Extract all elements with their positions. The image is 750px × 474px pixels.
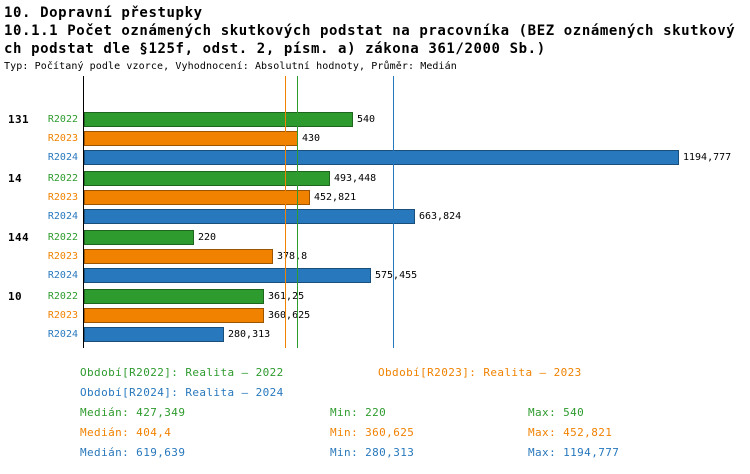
bar-row: R2023 360,625 [0, 308, 310, 323]
chart-subtitle-line2: ch podstat dle §125f, odst. 2, písm. a) … [4, 41, 546, 57]
bar-row: R2022361,25 [0, 289, 304, 304]
series-tick-label: R2022 [47, 173, 78, 184]
y-axis-line [83, 76, 84, 348]
series-tick-label: R2024 [47, 270, 78, 281]
series-tick-label: R2022 [47, 291, 78, 302]
bar-value-label: 575,455 [375, 270, 418, 281]
bar-r2024-group-144 [84, 268, 371, 283]
series-tick-label: R2022 [47, 232, 78, 243]
bar-r2023-group-14 [84, 190, 310, 205]
bar-value-label: 360,625 [268, 310, 311, 321]
bar-r2022-group-131 [84, 112, 353, 127]
category-label-14: 14 [8, 172, 23, 185]
bar-value-label: 663,824 [419, 211, 462, 222]
bar-row: R2024 1194,777 [0, 150, 731, 165]
stat-min-r2022: Min: 220 [330, 406, 387, 419]
bar-r2022-group-14 [84, 171, 330, 186]
bar-r2024-group-14 [84, 209, 415, 224]
bar-value-label: 378,8 [277, 251, 308, 262]
bar-row: R2022 220 [0, 230, 216, 245]
stat-max-r2022: Max: 540 [528, 406, 585, 419]
bar-r2022-group-144 [84, 230, 194, 245]
median-line-r2024 [392, 76, 394, 348]
chart-title: 10. Dopravní přestupky [4, 5, 203, 21]
bar-row: R2022 540 [0, 112, 375, 127]
bar-row: R2024 663,824 [0, 209, 461, 224]
bar-row: R2023 430 [0, 131, 320, 146]
stat-median-r2023: Medián: 404,4 [80, 426, 172, 439]
bar-row: R2024 280,313 [0, 327, 270, 342]
legend-item-r2022: Období[R2022]: Realita – 2022 [80, 366, 284, 379]
bar-value-label: 540 [357, 114, 376, 125]
bar-value-label: 430 [302, 133, 321, 144]
bar-row: R2024 575,455 [0, 268, 417, 283]
series-tick-label: R2022 [47, 114, 78, 125]
bar-value-label: 280,313 [228, 329, 271, 340]
median-line-r2022 [296, 76, 298, 348]
bar-value-label: 1194,777 [683, 152, 732, 163]
bar-value-label: 493,448 [334, 173, 377, 184]
series-tick-label: R2023 [47, 310, 78, 321]
stat-median-r2022: Medián: 427,349 [80, 406, 186, 419]
chart-meta: Typ: Počítaný podle vzorce, Vyhodnocení:… [4, 61, 457, 72]
series-tick-label: R2024 [47, 152, 78, 163]
bar-r2023-group-131 [84, 131, 298, 146]
bar-r2024-group-10 [84, 327, 224, 342]
bar-r2023-group-144 [84, 249, 273, 264]
bar-group-10: 10R2022361,25 R2023 360,625 R2024 280,313 [0, 289, 750, 342]
stat-max-r2023: Max: 452,821 [528, 426, 613, 439]
bar-value-label: 452,821 [314, 192, 357, 203]
legend-item-r2023: Období[R2023]: Realita – 2023 [378, 366, 582, 379]
stat-min-r2023: Min: 360,625 [330, 426, 415, 439]
chart-subtitle-line1: 10.1.1 Počet oznámených skutkových podst… [4, 23, 736, 39]
series-tick-label: R2023 [47, 251, 78, 262]
stat-max-r2024: Max: 1194,777 [528, 446, 620, 459]
bar-row: R2023 378,8 [0, 249, 307, 264]
plot-area: 131 R2022 540 R2023 430 R2024 1194,777 14 R2022 4… [0, 76, 750, 348]
series-tick-label: R2024 [47, 329, 78, 340]
bar-row: R2022 493,448 [0, 171, 376, 186]
stat-min-r2024: Min: 280,313 [330, 446, 415, 459]
category-label-144: 144 [8, 231, 30, 244]
bar-group-131: 131 R2022 540 R2023 430 R2024 1194,777 [0, 112, 750, 165]
series-tick-label: R2024 [47, 211, 78, 222]
series-tick-label: R2023 [47, 192, 78, 203]
category-label-131: 131 [8, 113, 30, 126]
median-line-r2023 [285, 76, 287, 348]
series-tick-label: R2023 [47, 133, 78, 144]
legend-item-r2024: Období[R2024]: Realita – 2024 [80, 386, 284, 399]
category-label-10: 10 [8, 290, 23, 303]
bar-value-label: 220 [198, 232, 217, 243]
bar-row: R2023 452,821 [0, 190, 356, 205]
bar-r2024-group-131 [84, 150, 679, 165]
bar-group-14: 14 R2022 493,448 R2023 452,821 R2024 663,824 [0, 171, 750, 224]
stat-median-r2024: Medián: 619,639 [80, 446, 186, 459]
chart-header: 10. Dopravní přestupky 10.1.1 Počet ozná… [4, 4, 735, 74]
bar-group-144: 144 R2022 220 R2023 378,8 R2024 575,455 [0, 230, 750, 283]
bar-r2023-group-10 [84, 308, 264, 323]
bar-r2022-group-10 [84, 289, 264, 304]
